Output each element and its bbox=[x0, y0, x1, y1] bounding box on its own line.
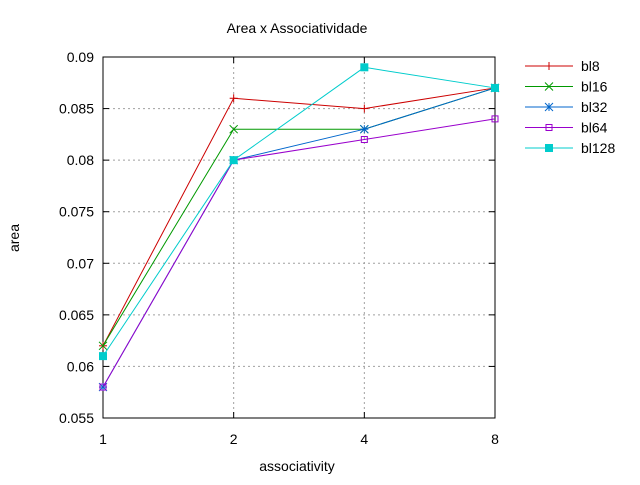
data-point bbox=[360, 63, 369, 72]
data-point bbox=[229, 94, 238, 103]
marker-box bbox=[545, 124, 553, 131]
y-tick-label: 0.065 bbox=[59, 307, 94, 323]
legend-label: bl128 bbox=[581, 140, 615, 156]
legend-label: bl16 bbox=[581, 79, 608, 95]
legend-marker bbox=[544, 82, 554, 91]
legend-marker bbox=[545, 62, 553, 70]
y-tick-label: 0.09 bbox=[67, 49, 94, 65]
data-point bbox=[359, 124, 369, 134]
x-axis-label: associativity bbox=[259, 458, 334, 474]
marker-stroke bbox=[544, 82, 554, 91]
data-point bbox=[360, 104, 369, 113]
y-tick-label: 0.055 bbox=[59, 410, 94, 426]
y-tick-label: 0.075 bbox=[59, 204, 94, 220]
legend-label: bl32 bbox=[581, 99, 608, 115]
series-bl64 bbox=[99, 115, 499, 391]
data-point bbox=[360, 136, 368, 144]
marker-box bbox=[491, 83, 499, 92]
legend-item-bl64: bl64 bbox=[525, 120, 608, 136]
legend-item-bl32: bl32 bbox=[525, 99, 608, 115]
series-line-bl128 bbox=[102, 66, 496, 357]
marker-box bbox=[229, 156, 238, 165]
legend-marker bbox=[545, 144, 553, 152]
legend-label: bl64 bbox=[581, 120, 608, 136]
marker-box bbox=[491, 115, 499, 123]
data-point bbox=[99, 352, 107, 361]
x-tick-label: 8 bbox=[491, 431, 499, 447]
data-point bbox=[491, 115, 499, 123]
legend-label: bl8 bbox=[581, 58, 600, 74]
data-point bbox=[98, 341, 108, 351]
axes: 0.055 0.06 0.065 0.07 0.075 0.08 0.085 0.09 1 2 4 8 bbox=[59, 49, 499, 447]
data-point bbox=[229, 156, 238, 165]
marker-stroke bbox=[359, 124, 369, 134]
legend-item-bl128: bl128 bbox=[525, 140, 615, 156]
series-bl128 bbox=[99, 63, 499, 361]
x-tick-label: 2 bbox=[230, 431, 238, 447]
data-point bbox=[229, 124, 239, 134]
grid-lines bbox=[103, 57, 495, 418]
marker-box bbox=[99, 383, 107, 391]
y-tick-label: 0.06 bbox=[67, 358, 94, 374]
legend-marker bbox=[544, 102, 554, 112]
marker-box bbox=[360, 136, 368, 144]
series-layer bbox=[98, 63, 500, 392]
series-line-bl8 bbox=[102, 87, 496, 347]
y-tick-label: 0.07 bbox=[67, 255, 94, 271]
legend: bl8 bl16 bl32 bl64 bl128 bbox=[525, 58, 615, 156]
marker-stroke bbox=[229, 124, 239, 134]
y-tick-label: 0.08 bbox=[67, 152, 94, 168]
chart-title: Area x Associatividade bbox=[227, 20, 368, 36]
legend-item-bl8: bl8 bbox=[525, 58, 600, 74]
marker-stroke bbox=[544, 102, 554, 112]
legend-marker bbox=[545, 124, 553, 131]
data-point bbox=[99, 383, 107, 391]
y-tick-label: 0.085 bbox=[59, 101, 94, 117]
marker-stroke bbox=[98, 341, 108, 351]
series-line-bl32 bbox=[102, 87, 496, 388]
x-tick-label: 4 bbox=[360, 431, 368, 447]
series-bl8 bbox=[99, 83, 499, 350]
marker-box bbox=[99, 352, 107, 361]
x-tick-label: 1 bbox=[99, 431, 107, 447]
series-line-bl16 bbox=[102, 87, 496, 347]
series-line-bl64 bbox=[102, 118, 496, 388]
legend-item-bl16: bl16 bbox=[525, 79, 608, 95]
plot-frame bbox=[102, 56, 496, 419]
series-bl16 bbox=[98, 83, 500, 351]
marker-box bbox=[545, 144, 553, 152]
series-bl32 bbox=[98, 83, 500, 392]
data-point bbox=[491, 83, 499, 92]
y-axis-label: area bbox=[6, 224, 22, 252]
marker-box bbox=[360, 63, 369, 72]
